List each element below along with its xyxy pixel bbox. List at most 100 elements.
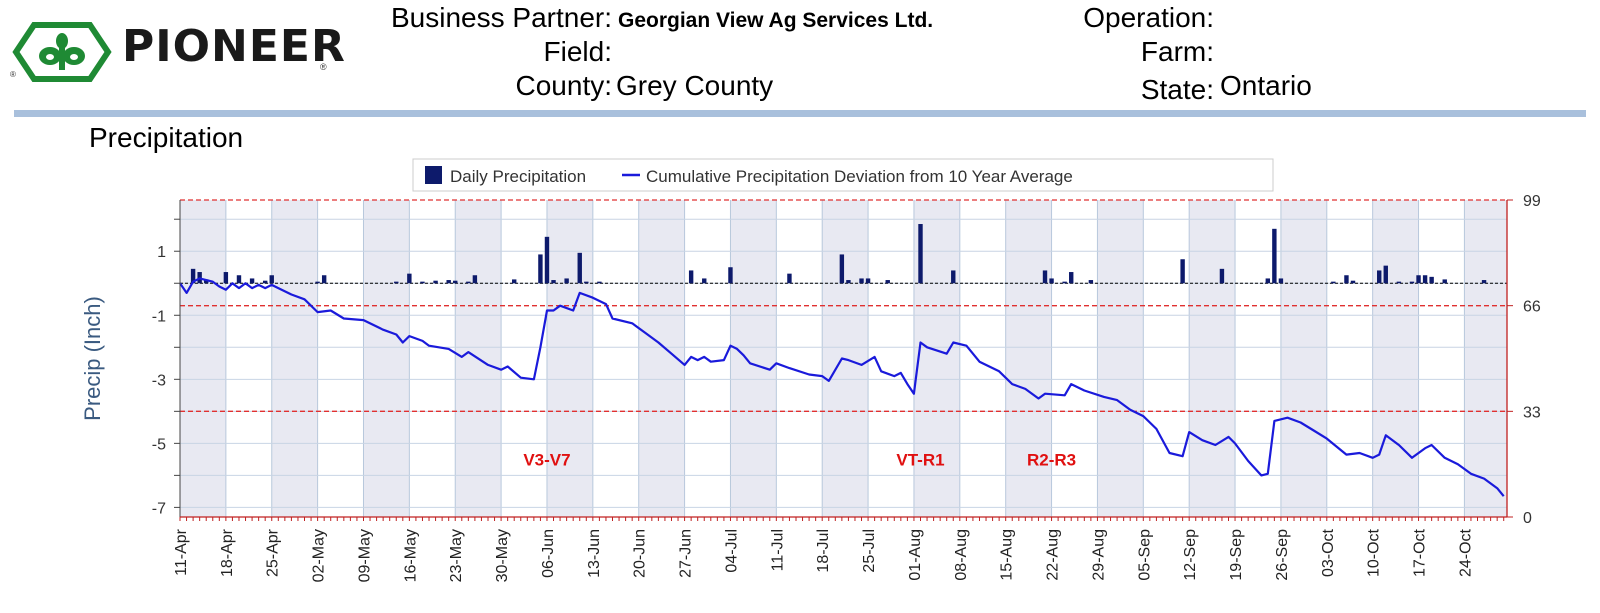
precip-bar xyxy=(190,268,196,284)
precip-bar xyxy=(1442,279,1447,284)
state-label: State: xyxy=(1140,74,1214,105)
precip-bar xyxy=(236,275,242,284)
registered-mark-emblem: ® xyxy=(10,70,16,79)
precip-bar xyxy=(472,275,478,284)
x-tick-label: 24-Oct xyxy=(1457,528,1474,577)
precip-bar xyxy=(420,281,425,284)
x-tick-label: 27-Jun xyxy=(678,529,695,578)
pioneer-emblem-icon xyxy=(12,22,112,82)
precip-bar xyxy=(1416,275,1421,284)
legend-cumulative-label: Cumulative Precipitation Deviation from … xyxy=(646,167,1073,186)
precip-bar xyxy=(787,273,792,284)
week-band xyxy=(1372,200,1419,517)
x-tick-label: 04-Jul xyxy=(723,529,740,573)
legend-bar-swatch xyxy=(425,166,442,184)
precip-bar xyxy=(204,279,209,284)
x-tick-label: 18-Apr xyxy=(219,528,236,577)
growth-stage-label: V3-V7 xyxy=(523,450,570,469)
operation-label: Operation: xyxy=(1083,2,1214,33)
field-label: Field: xyxy=(543,36,612,67)
precip-bar xyxy=(584,281,589,284)
week-band xyxy=(1005,200,1052,517)
x-tick-label: 11-Jul xyxy=(769,529,786,571)
week-band xyxy=(1097,200,1144,517)
x-tick-label: 29-Aug xyxy=(1090,529,1107,581)
x-tick-label: 30-May xyxy=(494,529,511,582)
week-band xyxy=(271,200,318,517)
precip-bar xyxy=(1377,270,1382,284)
precip-bar xyxy=(1265,278,1271,284)
x-tick-label: 06-Jun xyxy=(540,529,557,578)
precip-bar xyxy=(249,278,255,284)
x-tick-label: 02-May xyxy=(311,529,328,582)
precip-bar xyxy=(1409,281,1415,284)
precip-bar xyxy=(865,278,871,284)
y2-tick-label: 0 xyxy=(1523,510,1532,527)
precip-bar xyxy=(688,270,694,284)
week-band xyxy=(546,200,593,517)
precip-bar xyxy=(564,278,569,284)
precip-bar xyxy=(315,281,320,284)
precip-bar xyxy=(407,273,412,284)
precip-bar xyxy=(1219,268,1225,284)
x-tick-label: 20-Jun xyxy=(632,529,649,578)
precip-bar xyxy=(262,280,268,284)
precip-bar xyxy=(918,224,923,284)
precip-bar xyxy=(512,279,517,284)
precip-bar xyxy=(846,280,851,284)
x-tick-label: 12-Sep xyxy=(1182,529,1199,581)
precip-bar xyxy=(1049,278,1054,284)
precip-bar xyxy=(1278,278,1284,284)
precip-bar xyxy=(321,275,327,284)
precip-bar xyxy=(859,278,864,284)
week-band xyxy=(1189,200,1236,517)
legend-box xyxy=(412,158,1274,192)
precip-bar xyxy=(269,275,274,284)
y2-tick-label: 99 xyxy=(1523,193,1541,210)
x-tick-label: 16-May xyxy=(402,529,419,582)
x-tick-label: 11-Apr xyxy=(173,528,190,576)
x-tick-label: 03-Oct xyxy=(1320,528,1337,577)
y-tick-label: -7 xyxy=(152,500,166,517)
precip-bar xyxy=(453,280,458,284)
week-band xyxy=(180,200,226,517)
business-partner-label: Business Partner: xyxy=(391,2,612,33)
brand-name: PIONEER xyxy=(122,21,346,72)
week-band xyxy=(1464,200,1507,517)
y2-tick-label: 33 xyxy=(1523,404,1541,421)
cumulative-deviation-line xyxy=(179,277,1505,497)
week-band xyxy=(730,200,777,517)
precip-bar xyxy=(433,280,438,284)
x-tick-label: 25-Apr xyxy=(265,528,282,577)
y-tick-label: -5 xyxy=(152,436,166,453)
x-tick-label: 10-Oct xyxy=(1366,528,1383,577)
x-tick-label: 25-Jul xyxy=(861,529,878,573)
precip-bar xyxy=(1180,259,1185,284)
precip-bar xyxy=(551,280,556,284)
precip-bar xyxy=(839,254,845,284)
x-tick-label: 22-Aug xyxy=(1045,529,1062,581)
x-tick-label: 13-Jun xyxy=(586,529,603,578)
x-tick-label: 18-Jul xyxy=(815,529,832,573)
growth-stage-label: R2-R3 xyxy=(1027,450,1076,469)
x-tick-label: 17-Oct xyxy=(1412,528,1429,577)
y-tick-label: -3 xyxy=(152,372,166,389)
precip-bar xyxy=(1344,275,1349,284)
x-tick-label: 23-May xyxy=(448,529,465,582)
precip-bar xyxy=(1481,280,1487,284)
precip-bar xyxy=(1396,281,1402,284)
x-tick-label: 15-Aug xyxy=(999,529,1016,581)
week-band xyxy=(1280,200,1327,517)
precip-bar xyxy=(728,267,733,284)
y-tick-label: -1 xyxy=(152,308,166,325)
x-tick-label: 05-Sep xyxy=(1136,529,1153,581)
precip-bar xyxy=(1062,281,1067,284)
precip-bar xyxy=(597,281,602,284)
y-axis-title: Precip (Inch) xyxy=(80,296,105,421)
precip-bar xyxy=(446,280,451,284)
precip-bar xyxy=(544,236,550,284)
farm-label: Farm: xyxy=(1140,36,1214,67)
precip-bar xyxy=(466,281,471,284)
precip-bar xyxy=(1422,275,1428,284)
